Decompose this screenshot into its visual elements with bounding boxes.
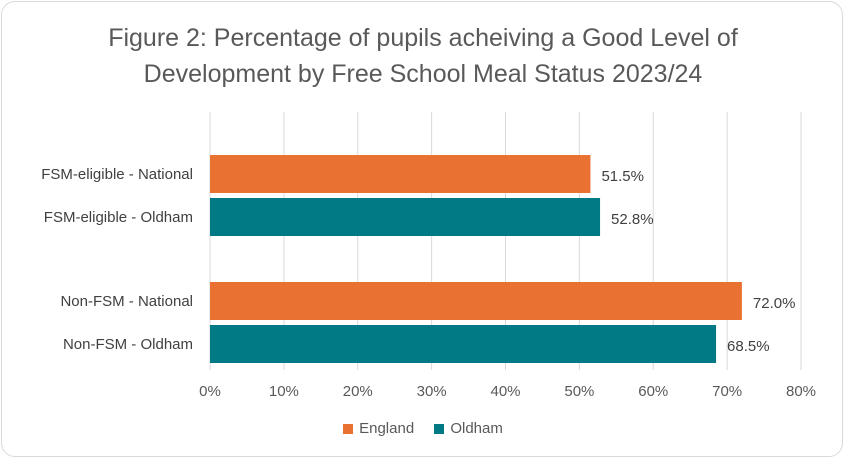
- x-tick-label: 20%: [343, 383, 373, 400]
- category-label: Non-FSM - National: [60, 293, 193, 310]
- category-label: Non-FSM - Oldham: [63, 336, 193, 353]
- category-label: FSM-eligible - National: [41, 166, 193, 183]
- bar-data-label: 72.0%: [753, 295, 796, 312]
- x-tick-label: 80%: [786, 383, 816, 400]
- bar: [210, 198, 601, 236]
- legend-label-oldham: Oldham: [450, 420, 503, 437]
- legend-swatch-oldham: [434, 423, 445, 434]
- bar: [210, 155, 591, 193]
- chart-title-line-2: Development by Free School Meal Status 2…: [143, 60, 703, 88]
- legend-label-england: England: [359, 420, 415, 437]
- bar-data-label: 68.5%: [727, 338, 770, 355]
- x-tick-label: 50%: [564, 383, 594, 400]
- bar: [210, 282, 742, 320]
- bar-data-label: 52.8%: [611, 211, 654, 228]
- chart-title: Figure 2: Percentage of pupils acheiving…: [0, 20, 846, 92]
- chart-title-line-1: Figure 2: Percentage of pupils acheiving…: [108, 24, 738, 52]
- x-tick-label: 10%: [269, 383, 299, 400]
- x-tick-label: 60%: [638, 383, 668, 400]
- legend: England Oldham: [0, 420, 846, 438]
- x-tick-label: 70%: [712, 383, 742, 400]
- bar-data-label: 51.5%: [601, 168, 644, 185]
- bar: [210, 325, 717, 363]
- legend-item-england: England: [343, 420, 414, 437]
- legend-item-oldham: Oldham: [434, 420, 503, 437]
- x-tick-label: 40%: [490, 383, 520, 400]
- x-tick-label: 0%: [199, 383, 221, 400]
- x-tick-label: 30%: [417, 383, 447, 400]
- category-label: FSM-eligible - Oldham: [44, 209, 193, 226]
- legend-swatch-england: [343, 423, 354, 434]
